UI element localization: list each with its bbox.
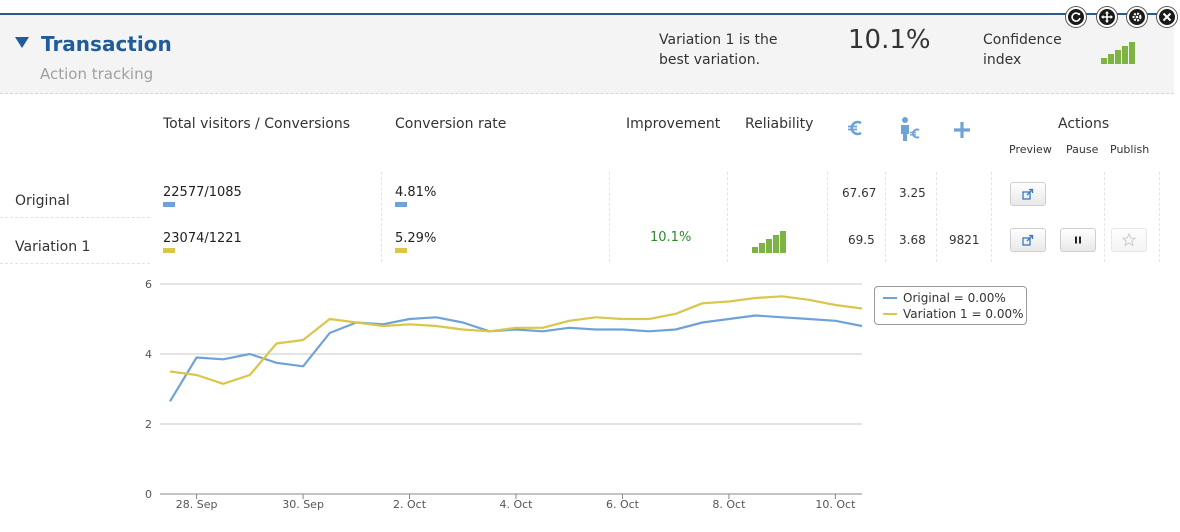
original-conversion-rate: 4.81% [395, 185, 437, 200]
confidence-label: Confidence index [983, 30, 1073, 70]
chart-legend: Original = 0.00% Variation 1 = 0.00% [874, 286, 1027, 325]
column-divider [609, 172, 610, 262]
y-tick-label: 4 [145, 348, 152, 361]
conversion-rate-chart: 0 2 4 6 28. Sep 30. Sep 2. Oct 4. Oct 6. Oct 8. … [145, 278, 863, 511]
signal-bar [752, 247, 758, 253]
legend-item-variation-1[interactable]: Variation 1 = 0.00% [883, 307, 1024, 321]
best-variation-line2: best variation. [659, 52, 761, 68]
signal-bar [1101, 58, 1107, 64]
gear-icon[interactable] [1127, 7, 1147, 27]
legend-swatch-original [883, 297, 897, 299]
variation-1-revenue-per-visitor: 3.68 [899, 233, 926, 247]
y-tick-label: 6 [145, 278, 152, 291]
external-link-icon [1022, 188, 1034, 200]
x-tick-label: 8. Oct [712, 498, 746, 511]
col-pause: Pause [1066, 143, 1099, 156]
move-icon[interactable] [1097, 7, 1117, 27]
column-divider [936, 172, 937, 262]
x-tick-label: 6. Oct [606, 498, 640, 511]
signal-bar [1122, 46, 1128, 64]
confidence-label-line1: Confidence [983, 32, 1062, 48]
legend-item-original[interactable]: Original = 0.00% [883, 291, 1006, 305]
col-visitors-conversions: Total visitors / Conversions [163, 116, 351, 132]
confidence-index-bars [1101, 42, 1136, 64]
signal-bar [780, 231, 786, 253]
variation-1-color-swatch [163, 248, 175, 253]
original-color-swatch [163, 202, 175, 207]
original-visitors-conversions: 22577/1085 [163, 185, 242, 200]
column-divider [827, 172, 828, 262]
series-line-variation-1 [169, 295, 863, 385]
legend-label-original: Original = 0.00% [903, 291, 1006, 305]
col-improvement: Improvement [626, 116, 721, 132]
x-tick-label: 2. Oct [393, 498, 427, 511]
legend-label-variation-1: Variation 1 = 0.00% [903, 307, 1024, 321]
x-tick-label: 28. Sep [176, 498, 218, 511]
best-variation-suffix: is the [738, 32, 778, 48]
best-improvement-value: 10.1% [848, 25, 931, 55]
variation-1-conversion-rate: 5.29% [395, 231, 437, 246]
star-icon [1122, 233, 1136, 247]
goal-subtitle: Action tracking [40, 65, 154, 83]
column-divider [991, 172, 992, 262]
row-label-original: Original [15, 193, 70, 209]
signal-bar [773, 235, 779, 253]
pause-icon [1075, 236, 1081, 244]
signal-bar [759, 243, 765, 253]
variation-1-visitors-conversions: 23074/1221 [163, 231, 242, 246]
original-rate-swatch [395, 202, 407, 207]
original-preview-button[interactable] [1010, 182, 1046, 206]
column-divider [727, 172, 728, 262]
variation-1-rate-swatch [395, 248, 407, 253]
variation-1-revenue: 69.5 [848, 233, 875, 247]
best-variation-name: Variation 1 [659, 32, 735, 48]
column-divider [1159, 172, 1160, 262]
variation-1-publish-button[interactable] [1111, 228, 1147, 252]
col-actions: Actions [1058, 116, 1110, 132]
external-link-icon [1022, 234, 1034, 246]
column-divider [885, 172, 886, 262]
variation-1-pause-button[interactable] [1060, 228, 1096, 252]
confidence-label-line2: index [983, 52, 1022, 68]
original-revenue-per-visitor: 3.25 [899, 186, 926, 200]
original-revenue: 67.67 [842, 186, 877, 200]
legend-swatch-variation-1 [883, 313, 897, 315]
col-preview: Preview [1009, 143, 1052, 156]
collapse-triangle-icon[interactable] [15, 37, 29, 48]
x-tick-label: 10. Oct [815, 498, 856, 511]
column-divider [381, 172, 382, 262]
series-line-original [169, 314, 863, 402]
variation-1-preview-button[interactable] [1010, 228, 1046, 252]
column-divider [1104, 172, 1105, 262]
signal-bar [1108, 54, 1114, 64]
row-label-variation-1: Variation 1 [15, 239, 91, 255]
x-tick-label: 30. Sep [282, 498, 324, 511]
euro-icon [846, 118, 866, 142]
signal-bar [766, 239, 772, 253]
goal-title[interactable]: Transaction [41, 32, 172, 56]
header-top-border [0, 13, 1174, 15]
goal-header [0, 15, 1174, 94]
col-publish: Publish [1110, 143, 1150, 156]
col-reliability: Reliability [745, 116, 814, 132]
signal-bar [1129, 42, 1135, 64]
best-variation-text: Variation 1 is the best variation. [659, 30, 809, 70]
signal-bar [1115, 50, 1121, 64]
refresh-icon[interactable] [1066, 7, 1086, 27]
y-tick-label: 0 [145, 488, 152, 501]
plus-icon [953, 121, 971, 143]
visitor-euro-icon [898, 116, 922, 146]
y-tick-label: 2 [145, 418, 152, 431]
variation-1-improvement: 10.1% [650, 230, 692, 245]
variation-1-extra: 9821 [949, 233, 980, 247]
row-divider [0, 217, 150, 218]
x-tick-label: 4. Oct [499, 498, 533, 511]
col-conversion-rate: Conversion rate [395, 116, 507, 132]
close-icon[interactable] [1157, 7, 1177, 27]
variation-1-reliability-bars [752, 231, 787, 253]
row-divider [0, 263, 150, 264]
